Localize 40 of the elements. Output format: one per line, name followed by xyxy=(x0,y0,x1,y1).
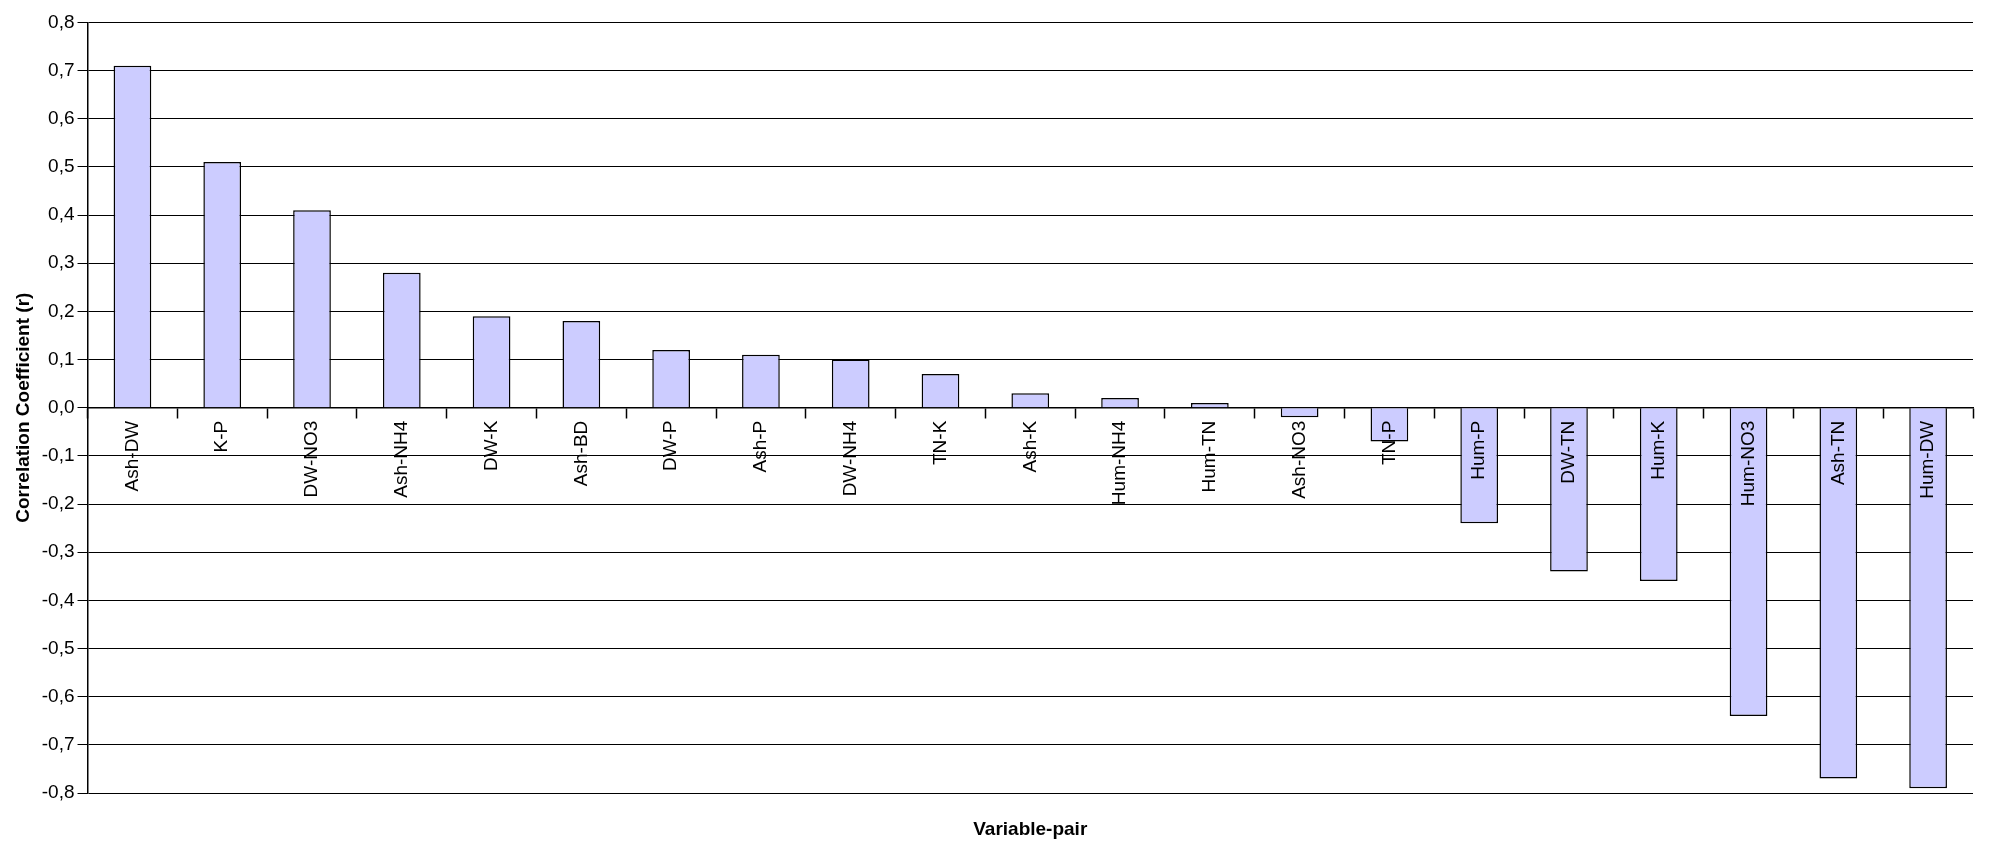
y-tick-label: 0,6 xyxy=(48,106,75,128)
y-axis-title: Correlation Coefficient (r) xyxy=(11,292,33,523)
x-tick-label: DW-NO3 xyxy=(300,420,322,498)
x-tick-label: Ash-K xyxy=(1018,420,1040,473)
y-tick-label: -0,6 xyxy=(41,684,75,706)
x-tick-label: Hum-P xyxy=(1467,420,1489,480)
y-tick-label: -0,5 xyxy=(41,636,75,658)
x-tick-label: Hum-NH4 xyxy=(1108,420,1130,506)
x-tick-label: DW-NH4 xyxy=(838,420,860,497)
x-tick-label: TN-K xyxy=(928,420,950,466)
y-tick-label: 0,2 xyxy=(48,299,75,321)
x-tick-label: Ash-NO3 xyxy=(1287,420,1309,499)
y-tick-label: 0,5 xyxy=(48,155,75,177)
x-axis-title: Variable-pair xyxy=(973,817,1088,839)
y-tick-label: 0,7 xyxy=(48,58,75,80)
x-tick-label: DW-TN xyxy=(1557,420,1579,484)
y-tick-label: 0,1 xyxy=(48,347,75,369)
y-tick-label: -0,2 xyxy=(41,492,75,514)
x-tick-label: Hum-NO3 xyxy=(1736,420,1758,507)
x-tick-label: DW-K xyxy=(479,420,501,472)
x-tick-label: Hum-TN xyxy=(1198,420,1220,493)
y-tick-label: -0,3 xyxy=(41,540,75,562)
y-tick-label: -0,4 xyxy=(41,588,75,610)
x-tick-label: Hum-K xyxy=(1646,420,1668,480)
x-tick-label: TN-P xyxy=(1377,420,1399,466)
y-tick-label: -0,1 xyxy=(41,444,75,466)
x-tick-label: Ash-DW xyxy=(120,420,142,492)
x-tick-label: Ash-BD xyxy=(569,420,591,487)
y-tick-label: -0,7 xyxy=(41,733,75,755)
x-tick-label: DW-P xyxy=(659,420,681,472)
x-tick-label: Ash-TN xyxy=(1826,420,1848,486)
y-tick-label: -0,8 xyxy=(41,781,75,803)
x-tick-label: Hum-DW xyxy=(1916,420,1938,499)
y-tick-label: 0,0 xyxy=(48,395,75,417)
x-tick-label: Ash-P xyxy=(749,420,771,473)
y-tick-label: 0,4 xyxy=(48,203,75,225)
x-tick-label: Ash-NH4 xyxy=(390,420,412,498)
y-tick-label: 0,8 xyxy=(48,10,75,32)
x-tick-label: K-P xyxy=(210,420,232,453)
y-tick-label: 0,3 xyxy=(48,251,75,273)
